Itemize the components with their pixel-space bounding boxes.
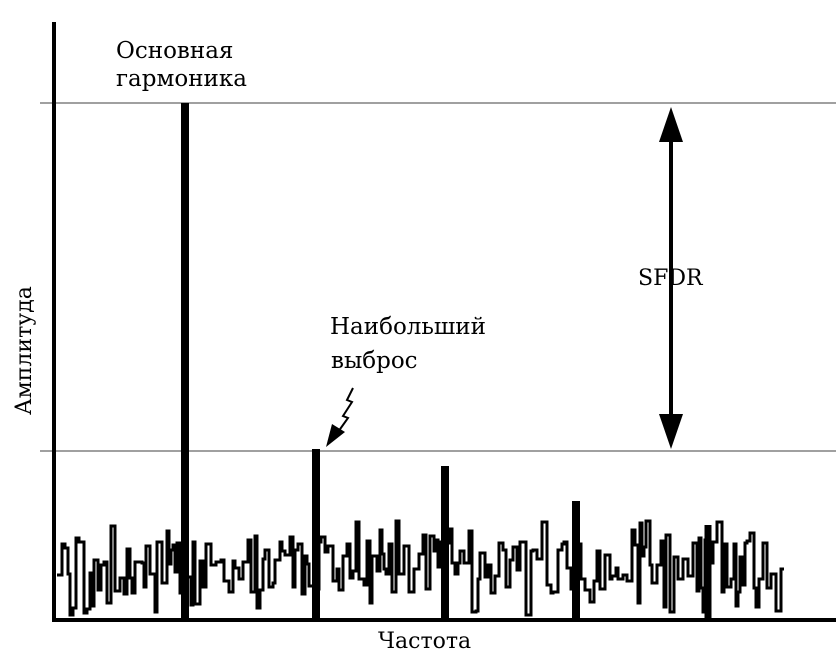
y-axis-label: Амплитуда (12, 286, 37, 415)
x-axis-label: Частота (378, 629, 471, 654)
spur-label-line1: Наибольший (330, 314, 486, 340)
spur-callout-arrow (326, 387, 354, 447)
arrow-up-head (659, 107, 683, 142)
sfdr-label: SFDR (638, 266, 704, 291)
spur-label-line2: выброс (331, 348, 418, 374)
noise-floor-trace (57, 519, 784, 617)
fundamental-label-line1: Основная (116, 38, 233, 64)
fundamental-label-line2: гармоника (116, 66, 247, 92)
sfdr-double-arrow (659, 107, 683, 449)
arrow-down-head (659, 414, 683, 449)
